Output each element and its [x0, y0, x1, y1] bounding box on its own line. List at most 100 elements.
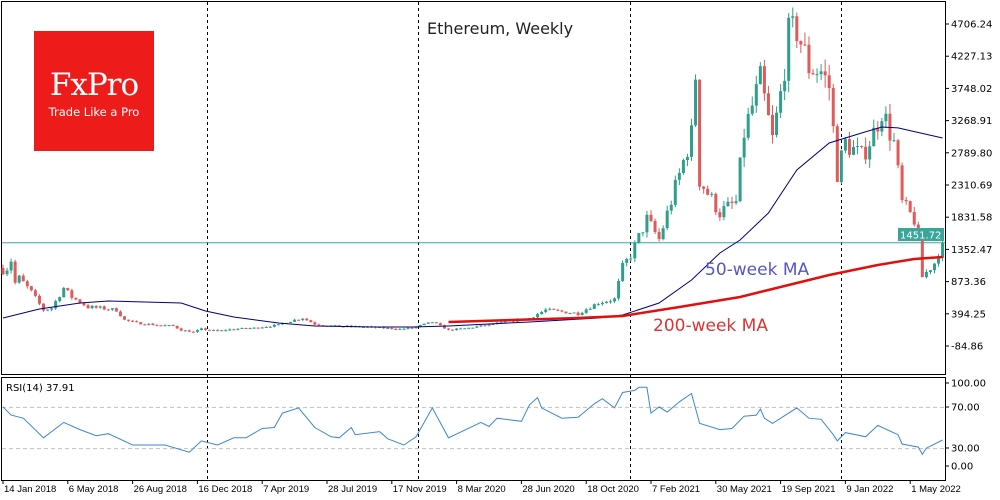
- candle-body: [378, 327, 382, 329]
- candle: [66, 287, 70, 292]
- date-tick-label: 30 May 2021: [717, 484, 772, 495]
- candle: [588, 307, 592, 310]
- candle: [179, 327, 183, 332]
- candle: [734, 194, 738, 206]
- candle-body: [742, 137, 746, 158]
- candle-body: [924, 271, 928, 278]
- price-axis: 4706.24 4227.13 3748.02 3268.91 2789.80 2310.…: [945, 20, 992, 353]
- candle: [248, 327, 252, 330]
- candle: [556, 308, 560, 312]
- candle: [730, 196, 734, 210]
- candle-body: [920, 230, 924, 278]
- candle-body: [54, 301, 58, 309]
- candle-body: [483, 325, 487, 327]
- candle: [787, 13, 791, 93]
- candle: [463, 328, 467, 330]
- candle: [390, 327, 394, 330]
- candle: [742, 128, 746, 167]
- candle-body: [835, 126, 839, 182]
- date-tick-label: 7 Feb 2021: [652, 484, 700, 495]
- candle: [471, 327, 475, 329]
- ma50-line: [2, 126, 943, 328]
- candle-body: [289, 321, 293, 324]
- candle-body: [155, 325, 159, 327]
- candle-body: [191, 331, 195, 333]
- candle-body: [726, 201, 730, 207]
- candle-body: [941, 242, 945, 258]
- candle-body: [852, 147, 855, 155]
- candle-body: [791, 16, 795, 18]
- rsi-tick-label: 70.00: [951, 403, 980, 414]
- candle-body: [771, 115, 774, 136]
- candle-body: [204, 328, 207, 330]
- candle: [29, 285, 33, 292]
- price-tick-label: 873.36: [951, 277, 986, 288]
- date-tick-label: 26 Aug 2018: [134, 484, 187, 495]
- candle-body: [600, 302, 604, 305]
- candle-body: [163, 325, 167, 327]
- candle: [572, 312, 576, 314]
- candle-body: [503, 321, 507, 323]
- candle: [228, 328, 232, 332]
- date-tick-label: 18 Oct 2020: [587, 484, 639, 495]
- candle: [102, 305, 106, 311]
- candle-body: [604, 301, 608, 303]
- candle-body: [799, 41, 803, 45]
- candle-body: [430, 322, 434, 324]
- candle-body: [382, 327, 386, 329]
- year-separators: [207, 2, 842, 480]
- candle: [224, 329, 228, 332]
- candle-body: [584, 309, 588, 313]
- candle: [220, 329, 224, 332]
- candle-body: [718, 212, 722, 218]
- candle-body: [499, 321, 503, 323]
- candle: [758, 62, 762, 85]
- candle-body: [548, 308, 552, 310]
- candle-body: [25, 281, 29, 287]
- price-tick-label: 2310.69: [951, 181, 992, 192]
- candle-body: [102, 306, 106, 310]
- candle: [151, 322, 155, 326]
- candle: [118, 310, 122, 317]
- candle: [754, 75, 758, 113]
- candle-body: [127, 319, 131, 321]
- candle: [37, 294, 41, 306]
- candle: [204, 327, 207, 331]
- candle: [199, 327, 203, 331]
- candle-body: [313, 322, 317, 325]
- candle: [714, 192, 718, 216]
- candle-body: [912, 211, 916, 225]
- candle-body: [479, 325, 483, 327]
- candle: [609, 299, 612, 304]
- candle: [685, 153, 689, 167]
- candle: [694, 74, 698, 128]
- candle-body: [564, 311, 568, 314]
- candle: [766, 85, 770, 116]
- candle-body: [633, 242, 637, 259]
- candle: [135, 320, 139, 323]
- candle-body: [819, 71, 823, 75]
- candle-body: [293, 319, 297, 322]
- candle: [467, 327, 471, 329]
- candle-body: [422, 323, 426, 326]
- candle-body: [795, 16, 799, 42]
- candle-body: [544, 309, 548, 312]
- candle-body: [438, 323, 442, 326]
- candle-body: [576, 312, 580, 316]
- candle-body: [876, 127, 880, 132]
- candle: [252, 327, 256, 329]
- candle-body: [442, 325, 446, 329]
- date-tick-label: 8 Mar 2020: [458, 484, 506, 495]
- candle: [212, 329, 216, 332]
- chart-title: Ethereum, Weekly: [427, 19, 573, 38]
- candle-body: [98, 306, 102, 308]
- candle: [912, 206, 916, 227]
- date-tick-label: 19 Sep 2021: [782, 484, 836, 495]
- candle-body: [714, 193, 718, 213]
- candle: [937, 253, 941, 267]
- candle-body: [868, 146, 872, 160]
- candle: [600, 301, 604, 306]
- candle-body: [637, 233, 641, 243]
- candle-body: [588, 308, 592, 310]
- candle-body: [42, 303, 45, 311]
